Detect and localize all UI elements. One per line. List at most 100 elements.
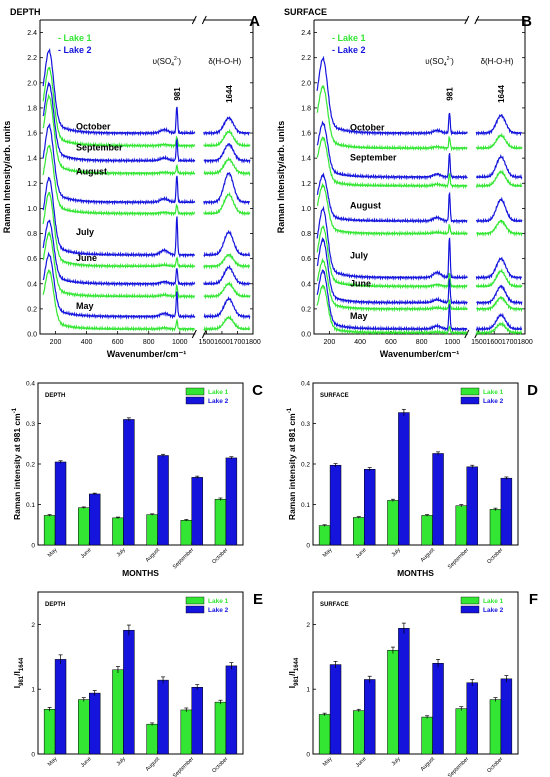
x-tick-label-august: August <box>420 756 437 773</box>
legend-swatch-lake1 <box>185 596 205 605</box>
spectrum-line-lake2-may <box>316 269 523 333</box>
x-axis-label: Wavenumber/cm⁻¹ <box>107 349 186 359</box>
bar-lake1-september <box>180 709 192 755</box>
bar-lake1-september <box>180 520 192 546</box>
x-tick-label-october: October <box>486 756 504 774</box>
panel-letter: A <box>249 13 260 30</box>
bar-lake2-may <box>329 664 342 755</box>
month-label-july: July <box>76 227 94 237</box>
bar-lake1-june <box>78 507 90 546</box>
x-tick-label: 400 <box>354 339 366 346</box>
legend-swatch-lake1 <box>185 387 205 396</box>
x-tick-label-july: July <box>391 756 402 767</box>
spectrum-line-lake1-july <box>316 225 523 290</box>
x-tick-label-may: May <box>47 756 59 768</box>
y-tick-label: 0.6 <box>27 256 37 263</box>
y-tick-label: 2.0 <box>301 80 311 87</box>
x-tick-label: 600 <box>385 339 397 346</box>
y-tick-label: 2.4 <box>27 30 37 37</box>
y-tick-label: 1.6 <box>27 131 37 138</box>
axis-frame <box>312 382 519 546</box>
x-tick-label-august: August <box>145 756 162 773</box>
y-axis-label: Raman intensity at 981 cm-1 <box>287 407 297 520</box>
panel-title: SURFACE <box>320 393 349 399</box>
x-tick-label: 800 <box>143 339 155 346</box>
y-tick-label: 1.4 <box>27 156 37 163</box>
y-tick-label: 0 <box>306 543 310 550</box>
bar-lake1-october <box>214 701 227 755</box>
bar-panel-e: 0 1 2 May June July August September October DEPT… <box>12 591 263 777</box>
legend-label-lake2: Lake 2 <box>483 398 504 405</box>
legend-swatch-lake2 <box>460 605 480 614</box>
spectrum-line-lake1-june <box>42 230 251 300</box>
y-tick-label: 2.4 <box>301 30 311 37</box>
y-tick-label: 0 <box>306 752 310 759</box>
y-tick-label: 0.1 <box>26 502 35 509</box>
bar-lake2-june <box>89 493 101 546</box>
legend-label-lake1: Lake 1 <box>208 389 229 396</box>
bar-panel-f: 0 1 2 May June July August September October SURF… <box>287 591 538 777</box>
x-tick-label: 1600 <box>486 339 502 346</box>
x-tick-label: 1000 <box>172 339 188 346</box>
bar-lake2-august <box>432 453 444 546</box>
y-tick-label: 0.0 <box>27 332 37 339</box>
bar-lake1-june <box>353 517 365 546</box>
bar-lake2-august <box>157 679 169 755</box>
y-tick-label: 2.2 <box>301 55 311 62</box>
axis-break-mark <box>201 15 207 25</box>
spectrum-line-lake1-august <box>316 182 523 238</box>
x-tick-label-october: October <box>211 756 229 774</box>
y-tick-label: 0.6 <box>301 256 311 263</box>
spectrum-line-lake2-july <box>316 205 523 281</box>
x-tick-label: 200 <box>324 339 336 346</box>
x-tick-label: 1800 <box>245 339 261 346</box>
y-tick-label: 0.2 <box>301 462 310 469</box>
y-tick-label: 0.2 <box>27 306 37 313</box>
month-label-august: August <box>350 200 381 210</box>
spectrum-line-lake2-october <box>42 47 251 137</box>
x-tick-label-october: October <box>486 547 504 565</box>
spectrum-line-lake2-july <box>42 176 251 259</box>
month-label-august: August <box>76 166 107 176</box>
water-band-label: δ(H-O-H) <box>481 57 514 66</box>
x-axis-label: MONTHS <box>397 568 434 578</box>
spectrum-line-lake1-october <box>316 85 523 152</box>
x-axis-label: Wavenumber/cm⁻¹ <box>380 349 459 359</box>
spectrum-line-lake1-september <box>42 93 251 177</box>
month-label-june: June <box>350 278 371 288</box>
x-tick-label: 1800 <box>517 339 533 346</box>
y-tick-label: 0.2 <box>26 462 35 469</box>
x-tick-label: 200 <box>50 339 62 346</box>
y-tick-label: 1.2 <box>301 181 311 188</box>
x-tick-label: 1500 <box>471 339 487 346</box>
sulfate-band-label: υ(SO42-) <box>153 56 182 68</box>
spectrum-panel-b: 0.0 0.2 0.4 0.6 0.8 1.0 1.2 1.4 1.6 1.8 2.0 2.2 2.4 2… <box>276 7 533 359</box>
spectrum-line-lake1-september <box>316 136 523 190</box>
y-tick-label: 0.3 <box>301 421 310 428</box>
x-tick-label: 1700 <box>502 339 518 346</box>
panel-title: DEPTH <box>45 602 65 608</box>
legend-label-lake1: Lake 1 <box>208 598 229 605</box>
y-tick-label: 1.6 <box>301 131 311 138</box>
y-tick-label: 0.4 <box>301 381 310 388</box>
axis-frame <box>312 591 519 755</box>
bar-lake1-october <box>214 498 227 546</box>
bar-lake1-july <box>112 517 124 546</box>
panel-letter: E <box>253 591 263 608</box>
y-tick-label: 0.1 <box>301 502 310 509</box>
bar-lake1-may <box>318 714 331 755</box>
panel-letter: B <box>521 13 532 30</box>
bar-lake1-september <box>455 505 468 546</box>
sulfate-band-label: υ(SO42-) <box>425 56 454 68</box>
x-tick-label-may: May <box>47 547 59 559</box>
legend-label-lake2: Lake 2 <box>483 607 504 614</box>
y-tick-label: 1.0 <box>301 206 311 213</box>
spectrum-line-lake2-september <box>316 120 523 181</box>
month-label-july: July <box>350 251 368 261</box>
x-tick-label: 1600 <box>214 339 230 346</box>
y-tick-label: 1 <box>306 687 310 694</box>
y-tick-label: 0 <box>31 752 35 759</box>
axis-break-mark <box>464 15 470 25</box>
legend-swatch-lake1 <box>460 596 480 605</box>
